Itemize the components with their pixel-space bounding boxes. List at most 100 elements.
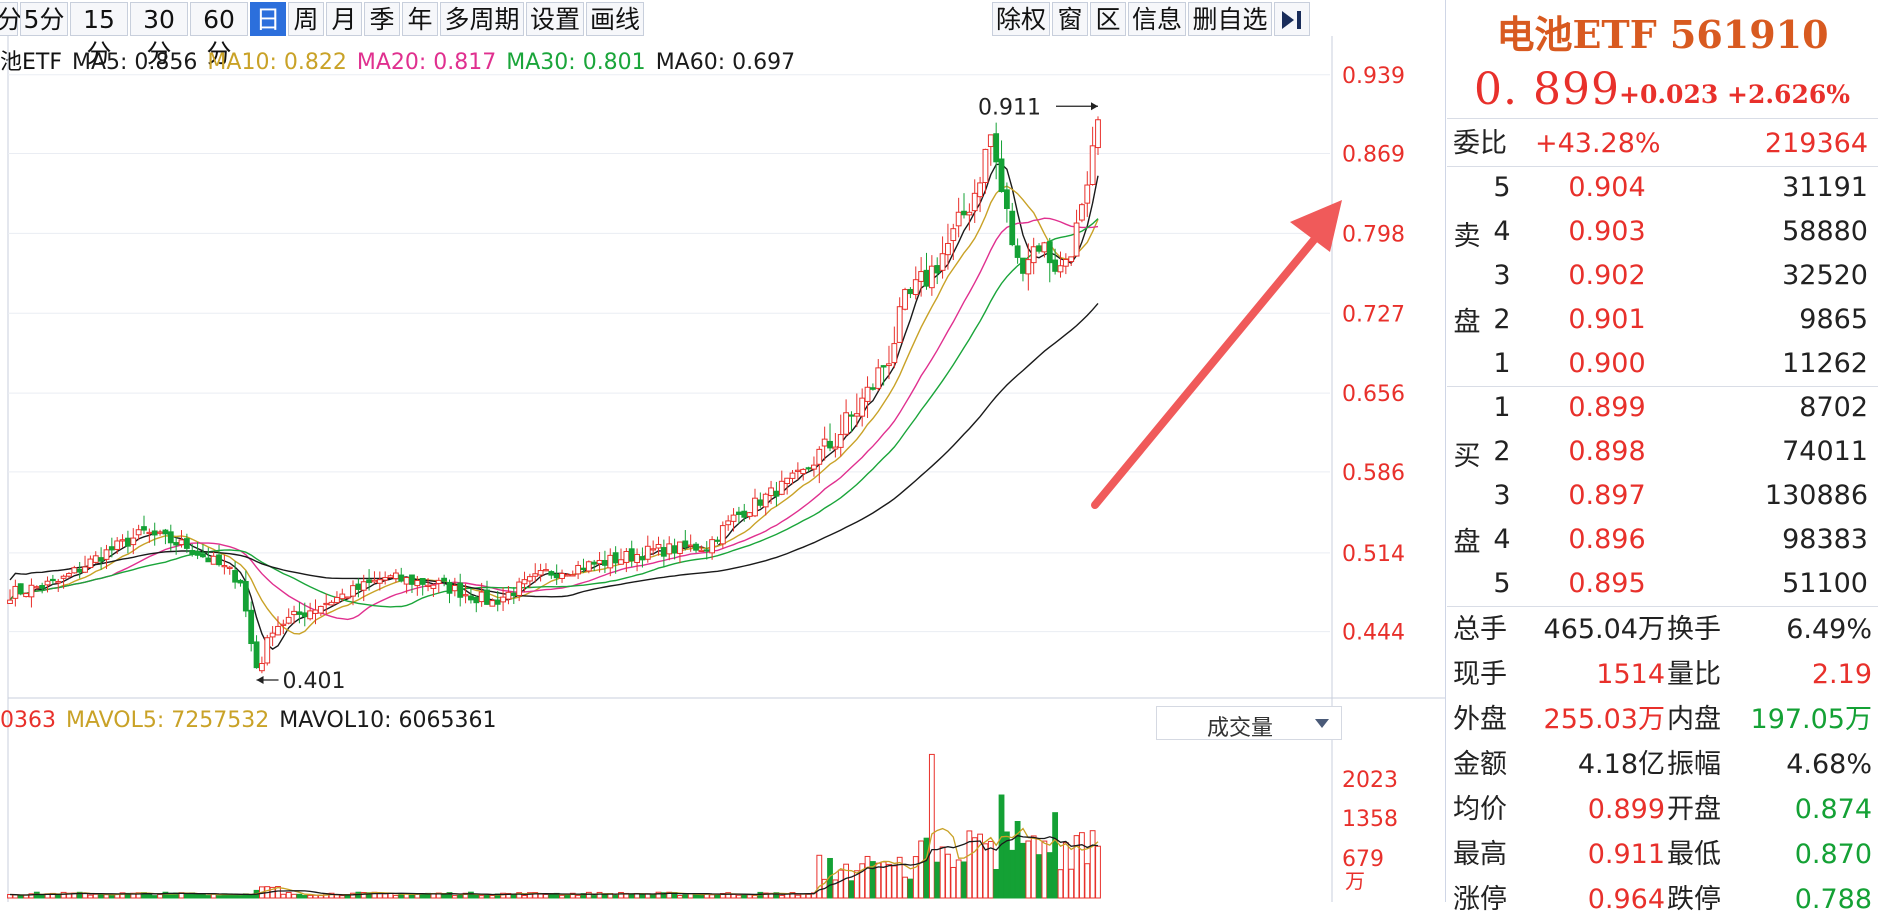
buy-price[interactable]: 0.898 <box>1568 436 1646 467</box>
stat-row: 外盘 255.03万 内盘 197.05万 <box>1447 698 1878 742</box>
period-tab-10[interactable]: 多周期 <box>440 2 524 36</box>
candle-body <box>612 552 619 564</box>
volume-bar <box>451 895 458 899</box>
sell-price[interactable]: 0.900 <box>1568 348 1646 379</box>
volume-bar <box>473 894 480 899</box>
toolbar-action-4[interactable]: 删自选 <box>1188 2 1272 36</box>
period-tab-0[interactable]: 分 <box>0 2 22 36</box>
period-tab-9[interactable]: 年 <box>402 2 438 36</box>
candle-body <box>977 182 983 198</box>
vol-legend-item-2: MAVOL10: 6065361 <box>279 708 497 733</box>
security-title: 电池ETF 561910 <box>1496 12 1829 57</box>
period-tab-5[interactable]: 日 <box>250 2 286 36</box>
price-tick-label: 0.939 <box>1342 64 1405 89</box>
candle-body <box>1073 222 1080 257</box>
volume-bar <box>1095 845 1101 899</box>
sell-price[interactable]: 0.903 <box>1568 216 1646 247</box>
volume-bar <box>918 840 925 899</box>
stat-value: 0.788 <box>1794 884 1872 915</box>
sell-row: 5 0.904 31191 <box>1447 166 1878 210</box>
buy-price[interactable]: 0.896 <box>1568 524 1646 555</box>
candle-body <box>382 577 389 581</box>
candle-body <box>484 589 490 605</box>
candle-body <box>532 573 539 577</box>
candle-body <box>334 596 340 604</box>
volume-bar <box>832 879 839 899</box>
toolbar-action-2[interactable]: 区 <box>1090 2 1126 36</box>
high-marker-arrow <box>1091 102 1098 111</box>
volume-bar <box>248 894 255 899</box>
period-tab-12[interactable]: 画线 <box>586 2 644 36</box>
period-tab-4[interactable]: 60分 <box>190 2 248 68</box>
candle-body <box>998 158 1005 193</box>
toolbar-action-3[interactable]: 信息 <box>1128 2 1186 36</box>
candle-body <box>843 412 849 435</box>
period-tab-3[interactable]: 30分 <box>130 2 188 68</box>
buy-price[interactable]: 0.895 <box>1568 568 1646 599</box>
period-tab-7[interactable]: 月 <box>326 2 362 36</box>
candle-body <box>242 580 249 612</box>
candle-body <box>259 663 265 672</box>
buy-price[interactable]: 0.897 <box>1568 480 1646 511</box>
volume-bar <box>602 894 608 899</box>
volume-bar <box>151 895 158 899</box>
collapse-panel-icon[interactable] <box>1274 2 1310 36</box>
indicator-select[interactable]: 成交量 <box>1156 706 1342 741</box>
candle-body <box>569 574 576 577</box>
candle-body <box>864 386 871 402</box>
toolbar-action-0[interactable]: 除权 <box>992 2 1050 36</box>
volume-bar <box>17 895 24 899</box>
volume-bar <box>87 894 94 899</box>
volume-bar <box>296 893 303 899</box>
candle-body <box>221 565 228 568</box>
volume-bar <box>532 892 539 899</box>
price-chart[interactable]: 0.939 0.869 0.798 0.727 0.656 0.586 0.514 0.444… <box>0 0 1445 902</box>
volume-bar <box>923 837 930 899</box>
sell-price[interactable]: 0.904 <box>1568 172 1646 203</box>
candle-body <box>564 574 571 577</box>
sell-price[interactable]: 0.901 <box>1568 304 1646 335</box>
volume-bar <box>516 892 523 899</box>
candle-body <box>655 543 662 549</box>
stat-row: 均价 0.899 开盘 0.874 <box>1447 788 1878 832</box>
period-tab-6[interactable]: 周 <box>288 2 324 36</box>
candle-body <box>301 612 308 618</box>
toolbar-action-1[interactable]: 窗 <box>1052 2 1088 36</box>
stat-value: 255.03万 <box>1543 704 1665 735</box>
candle-body <box>537 570 544 576</box>
sell-price[interactable]: 0.902 <box>1568 260 1646 291</box>
period-tab-1[interactable]: 5分 <box>20 2 68 36</box>
candle-body <box>719 525 726 545</box>
volume-bar <box>966 830 973 899</box>
stat-value: 0.964 <box>1587 884 1665 915</box>
candle-body <box>827 440 833 449</box>
candle-body <box>269 632 276 638</box>
volume-bar <box>216 895 222 899</box>
volume-bar <box>730 893 737 899</box>
period-tab-8[interactable]: 季 <box>364 2 400 36</box>
candle-body <box>896 306 903 343</box>
volume-bar <box>146 893 153 899</box>
volume-bar <box>859 863 866 899</box>
volume-bar <box>1062 842 1069 899</box>
volume-bar <box>98 893 105 899</box>
volume-bar <box>500 892 506 899</box>
candle-body <box>12 585 19 599</box>
candle-body <box>307 610 314 620</box>
sell-level: 3 <box>1493 260 1511 291</box>
divider <box>1447 386 1878 387</box>
volume-bar <box>60 891 67 899</box>
volume-bar <box>896 856 903 899</box>
volume-bar <box>548 894 555 899</box>
period-tab-11[interactable]: 设置 <box>526 2 584 36</box>
candle-body <box>253 641 260 669</box>
volume-bar <box>677 894 683 899</box>
buy-price[interactable]: 0.899 <box>1568 392 1646 423</box>
candle-body <box>189 549 196 555</box>
period-tab-2[interactable]: 15分 <box>70 2 128 68</box>
volume-bar <box>392 894 399 899</box>
volume-bar <box>334 894 340 899</box>
candle-body <box>141 526 147 531</box>
candle-body <box>200 553 206 558</box>
